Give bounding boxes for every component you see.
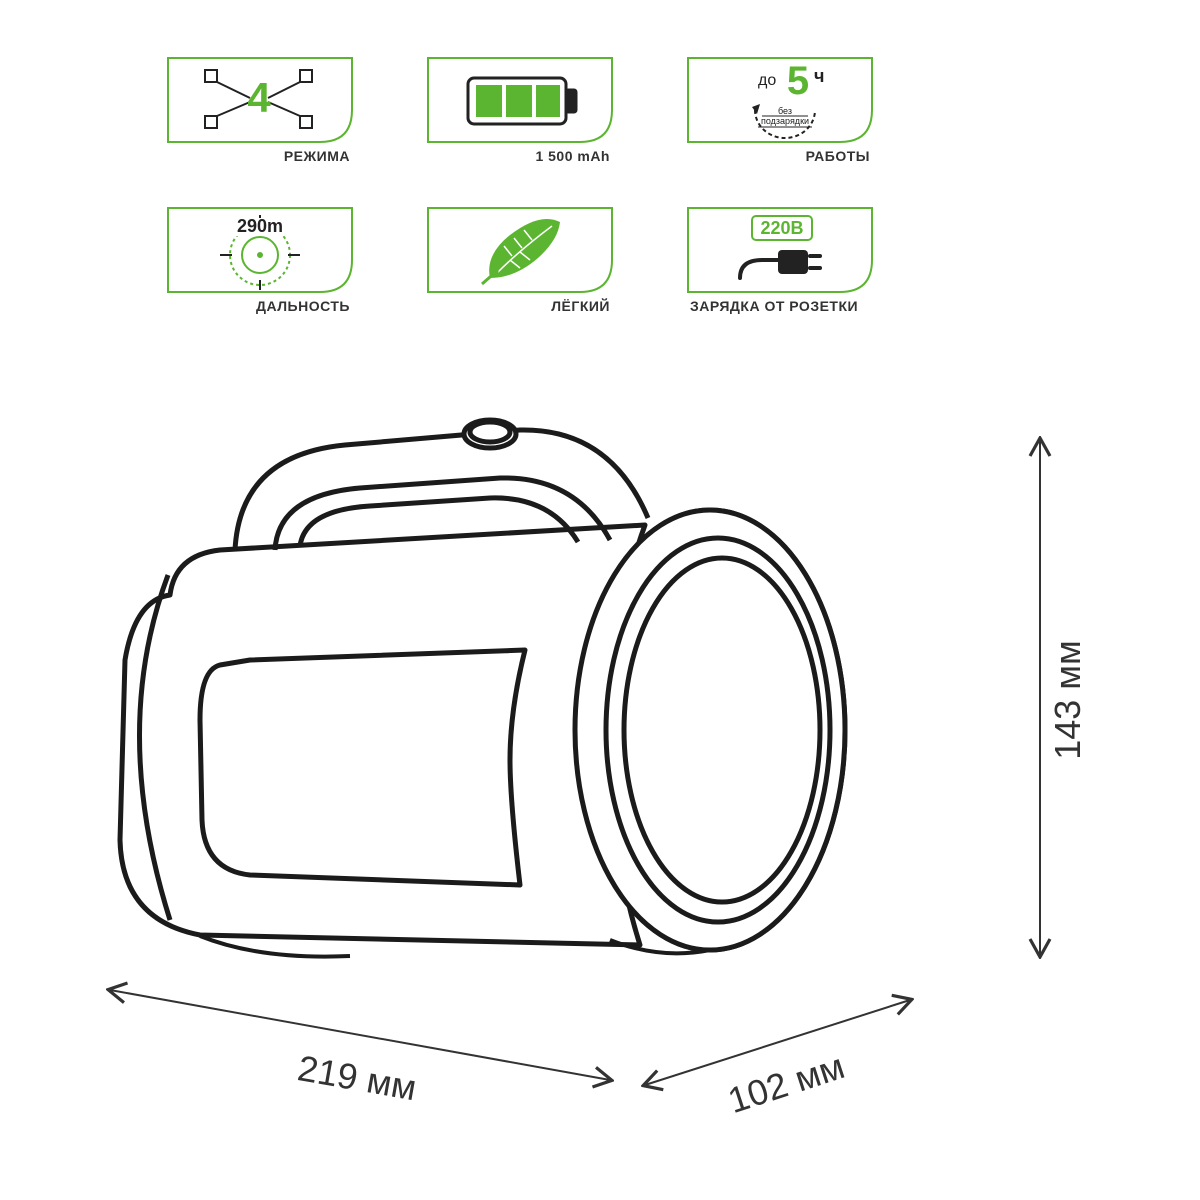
badge-grid: 4 РЕЖИМА 1 500 mAh до 5 ч [160, 50, 900, 310]
svg-text:143 мм: 143 мм [1047, 640, 1088, 760]
dim-width: 102 мм [645, 1000, 910, 1121]
badge-mains: 220В ЗАРЯДКА ОТ РОЗЕТКИ [680, 200, 880, 310]
svg-text:219 мм: 219 мм [295, 1047, 420, 1108]
dim-height: 143 мм [1040, 440, 1088, 955]
badge-caption: ЛЁГКИЙ [551, 298, 610, 314]
badge-caption: РЕЖИМА [284, 148, 350, 164]
svg-text:102 мм: 102 мм [723, 1045, 849, 1121]
badge-runtime: до 5 ч без подзарядки РАБОТЫ [680, 50, 880, 160]
badge-light: ЛЁГКИЙ [420, 200, 620, 310]
product-diagram: 143 мм 219 мм 102 мм [50, 400, 1150, 1180]
modes-icon: 4 [160, 50, 360, 160]
feather-icon [420, 200, 620, 310]
svg-text:290m: 290m [237, 216, 283, 236]
svg-text:220В: 220В [760, 218, 803, 238]
battery-icon [420, 50, 620, 160]
svg-text:без: без [778, 106, 792, 116]
svg-text:5: 5 [787, 59, 809, 103]
svg-text:ч: ч [814, 66, 824, 86]
svg-text:до: до [758, 72, 776, 89]
flashlight-icon [120, 420, 845, 957]
badge-modes: 4 РЕЖИМА [160, 50, 360, 160]
plug-icon: 220В [680, 200, 880, 310]
badge-caption: РАБОТЫ [806, 148, 870, 164]
runtime-icon: до 5 ч без подзарядки [680, 50, 880, 160]
svg-text:4: 4 [247, 74, 271, 121]
badge-battery: 1 500 mAh [420, 50, 620, 160]
badge-caption: ЗАРЯДКА ОТ РОЗЕТКИ [690, 298, 858, 314]
badge-caption: ДАЛЬНОСТЬ [256, 298, 350, 314]
badge-range: 290m ДАЛЬНОСТЬ [160, 200, 360, 310]
range-icon: 290m [160, 200, 360, 310]
dim-length: 219 мм [110, 990, 610, 1108]
badge-caption: 1 500 mAh [535, 148, 610, 164]
svg-text:подзарядки: подзарядки [761, 116, 809, 126]
